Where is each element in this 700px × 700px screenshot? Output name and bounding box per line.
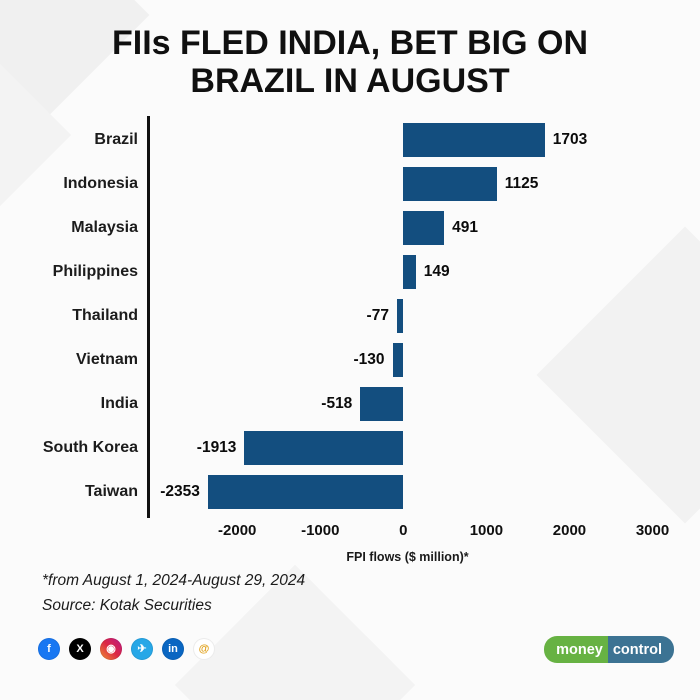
value-label: -518 — [321, 395, 353, 412]
category-label: South Korea — [42, 439, 138, 456]
category-label: India — [100, 395, 138, 412]
chart-title-line2: BRAZIL IN AUGUST — [190, 62, 510, 101]
category-label: Brazil — [94, 131, 138, 148]
bar-brazil — [403, 123, 545, 157]
category-label: Indonesia — [63, 175, 138, 192]
y-axis-line — [147, 116, 150, 518]
x-tick-label: 2000 — [552, 522, 587, 539]
brand-money: money — [544, 636, 608, 663]
x-tick-label: 0 — [399, 522, 408, 539]
bar-south-korea — [244, 431, 404, 465]
linkedin-icon[interactable]: in — [162, 638, 184, 660]
bar-taiwan — [207, 475, 404, 509]
x-icon[interactable]: X — [69, 638, 91, 660]
bar-malaysia — [403, 211, 445, 245]
category-label: Vietnam — [76, 351, 138, 368]
x-tick-label: 1000 — [469, 522, 504, 539]
social-icons: f X ◉ ✈ in @ — [38, 638, 215, 660]
x-tick-label: -1000 — [301, 522, 340, 539]
value-label: 149 — [423, 263, 450, 280]
x-tick-label: -2000 — [218, 522, 257, 539]
value-label: 491 — [452, 219, 478, 236]
value-label: -77 — [366, 307, 389, 324]
bar-chart: FPI flows ($ million)* Brazil 1703 Indones… — [0, 116, 700, 588]
bar-thailand — [396, 299, 404, 333]
category-label: Taiwan — [84, 483, 138, 500]
category-label: Philippines — [52, 263, 138, 280]
x-tick-label: 3000 — [635, 522, 670, 539]
value-label: -1913 — [196, 439, 237, 456]
bar-philippines — [403, 255, 416, 289]
x-axis-label: FPI flows ($ million)* — [346, 550, 469, 564]
moneycontrol-logo[interactable]: money control — [544, 636, 674, 663]
bar-india — [360, 387, 404, 421]
koo-icon[interactable]: @ — [193, 638, 215, 660]
footnote-period: *from August 1, 2024-August 29, 2024 — [42, 572, 306, 589]
bar-indonesia — [403, 167, 497, 201]
category-label: Malaysia — [71, 219, 138, 236]
value-label: -130 — [353, 351, 385, 368]
brand-control: control — [607, 636, 674, 663]
facebook-icon[interactable]: f — [38, 638, 60, 660]
instagram-icon[interactable]: ◉ — [100, 638, 122, 660]
telegram-icon[interactable]: ✈ — [131, 638, 153, 660]
chart-title: FIIs FLED INDIA, BET BIG ON BRAZIL IN AU… — [0, 24, 700, 100]
value-label: -2353 — [160, 483, 200, 500]
chart-title-line1: FIIs FLED INDIA, BET BIG ON — [111, 24, 589, 62]
bar-vietnam — [392, 343, 404, 377]
value-label: 1125 — [504, 175, 539, 192]
category-label: Thailand — [72, 307, 138, 324]
footnote-source: Source: Kotak Securities — [42, 597, 212, 614]
value-label: 1703 — [552, 131, 588, 148]
